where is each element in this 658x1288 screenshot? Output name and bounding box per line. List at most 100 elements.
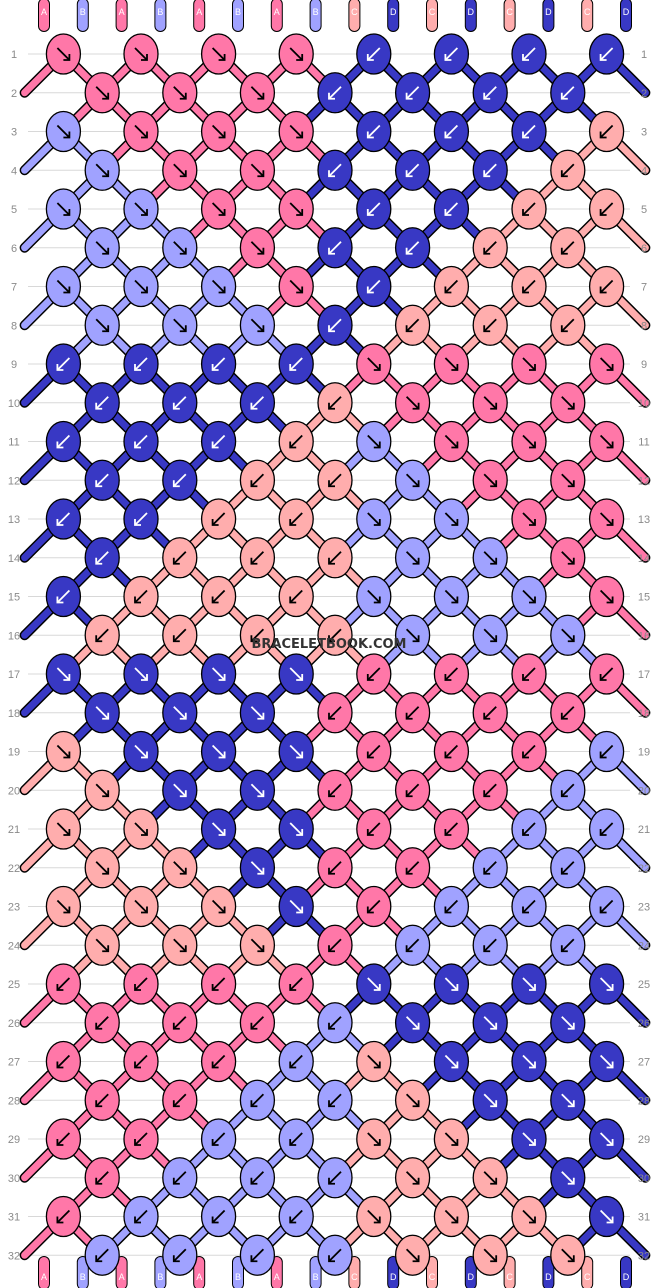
row-number-right: 1: [641, 49, 647, 61]
arrow-head-icon: [296, 131, 304, 139]
arrow-down-right-icon: [211, 744, 226, 759]
arrow-down-right-icon: [134, 279, 148, 294]
knot: [239, 1002, 276, 1044]
arrow-down-left-icon: [134, 977, 148, 991]
knot: [394, 614, 431, 656]
arrow-down-right-icon: [173, 861, 187, 875]
arrow-down-left-icon: [522, 202, 536, 216]
knot: [84, 1234, 120, 1276]
knot: [588, 963, 625, 1005]
arrow-head-icon: [56, 364, 64, 371]
arrow-head-icon: [599, 906, 607, 914]
arrow-down-right-icon: [250, 86, 265, 100]
arrow-head-icon: [141, 54, 148, 61]
arrow-head-icon: [483, 92, 491, 100]
arrow-down-right-icon: [56, 124, 71, 139]
row-number-left: 16: [8, 630, 20, 642]
arrow-down-right-icon: [250, 318, 265, 332]
row-number-left: 6: [11, 243, 17, 255]
arrow-head-icon: [328, 557, 335, 565]
knot: [433, 730, 470, 773]
arrow-head-icon: [373, 1139, 381, 1146]
arrow-head-icon: [451, 519, 459, 526]
arrow-down-left-icon: [173, 473, 187, 487]
knot: [317, 692, 353, 734]
row-number-right: 15: [638, 592, 650, 604]
arrow-down-left-icon: [483, 86, 497, 100]
arrow-head-icon: [250, 1177, 258, 1185]
arrow-head-icon: [366, 674, 374, 681]
arrow-down-right-icon: [56, 202, 71, 216]
arrow-down-left-icon: [483, 318, 497, 332]
arrow-head-icon: [560, 325, 568, 333]
knot: [550, 459, 586, 501]
knot: [394, 924, 431, 966]
knot: [550, 614, 586, 656]
knot: [278, 1040, 314, 1083]
arrow-head-icon: [529, 441, 536, 449]
arrow-head-icon: [599, 131, 607, 139]
arrow-down-left-icon: [173, 1248, 187, 1262]
knot: [200, 420, 237, 463]
arrow-down-right-icon: [444, 1132, 459, 1146]
arrow-head-icon: [373, 519, 381, 526]
arrow-down-left-icon: [289, 1132, 303, 1146]
arrow-down-left-icon: [599, 667, 614, 681]
knot: [588, 188, 625, 230]
arrow-head-icon: [522, 751, 529, 759]
arrow-down-left-icon: [289, 434, 303, 449]
arrow-down-left-icon: [95, 628, 109, 642]
arrow-head-icon: [483, 247, 491, 255]
row-number-left: 26: [8, 1018, 20, 1030]
bottom-strand-label: B: [235, 1272, 241, 1282]
arrow-head-icon: [218, 829, 226, 836]
arrow-down-right-icon: [211, 202, 226, 216]
arrow-head-icon: [328, 170, 335, 178]
row-number-right: 12: [638, 475, 650, 487]
knot: [511, 575, 547, 618]
knot: [511, 110, 547, 153]
arrow-down-right-icon: [56, 822, 71, 836]
knot: [317, 149, 353, 191]
row-number-left: 5: [11, 204, 17, 216]
arrow-head-icon: [606, 984, 614, 991]
knot: [162, 1002, 198, 1044]
row-number-right: 19: [638, 747, 650, 759]
knot: [511, 33, 547, 75]
row-number-right: 16: [638, 630, 650, 642]
arrow-head-icon: [95, 1100, 103, 1108]
row-number-left: 15: [8, 592, 20, 604]
top-strand-label: C: [429, 7, 436, 17]
arrow-head-icon: [560, 712, 568, 720]
arrow-head-icon: [218, 131, 226, 139]
row-number-right: 5: [641, 204, 647, 216]
knot: [472, 304, 508, 346]
knot: [84, 847, 120, 889]
arrow-head-icon: [366, 906, 374, 914]
arrow-down-right-icon: [444, 512, 459, 526]
knot: [356, 265, 392, 308]
row-number-left: 21: [8, 824, 20, 836]
arrow-down-right-icon: [289, 279, 303, 294]
arrow-head-icon: [179, 867, 187, 875]
arrow-down-right-icon: [211, 47, 226, 61]
arrow-down-right-icon: [367, 589, 381, 604]
knot: [472, 847, 508, 889]
arrow-down-left-icon: [367, 47, 381, 61]
row-number-left: 12: [8, 475, 20, 487]
arrow-down-right-icon: [250, 861, 265, 875]
row-number-right: 6: [641, 243, 647, 255]
arrow-head-icon: [451, 364, 459, 371]
arrow-head-icon: [529, 1216, 536, 1224]
knot: [511, 420, 547, 463]
arrow-down-right-icon: [289, 899, 303, 914]
knot: [84, 227, 120, 269]
arrow-head-icon: [366, 751, 374, 759]
knot: [394, 537, 431, 579]
arrow-down-right-icon: [522, 357, 536, 371]
row-number-left: 9: [11, 359, 17, 371]
arrow-head-icon: [444, 674, 452, 681]
arrow-head-icon: [529, 364, 536, 371]
knot: [394, 1157, 431, 1199]
arrow-head-icon: [560, 92, 568, 100]
